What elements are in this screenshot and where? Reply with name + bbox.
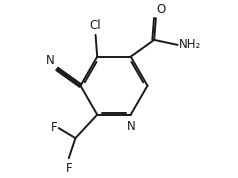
Text: O: O bbox=[156, 3, 165, 16]
Text: NH₂: NH₂ bbox=[179, 38, 202, 51]
Text: F: F bbox=[65, 162, 72, 175]
Text: N: N bbox=[46, 54, 55, 67]
Text: N: N bbox=[127, 120, 136, 133]
Text: Cl: Cl bbox=[90, 19, 101, 32]
Text: F: F bbox=[50, 121, 57, 134]
